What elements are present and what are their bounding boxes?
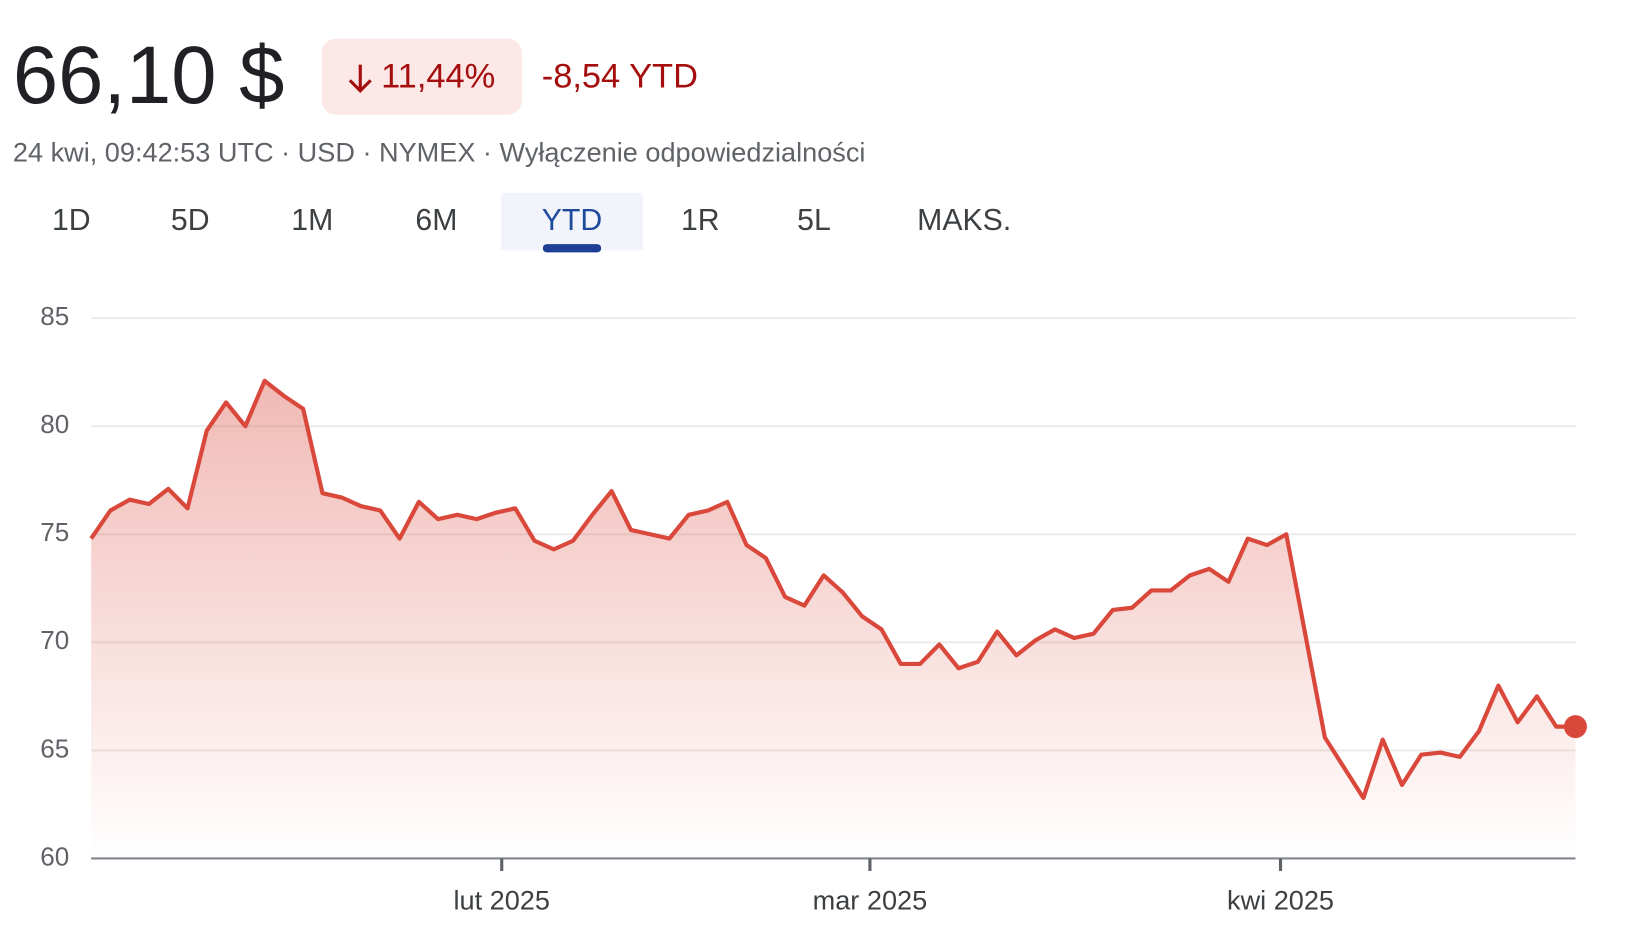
tabs: 1D 5D 1M 6M YTD 1R 5L MAKS. bbox=[52, 192, 1011, 253]
x-tick-label: kwi 2025 bbox=[1227, 884, 1334, 915]
last-point bbox=[1563, 715, 1587, 739]
tab-highlight bbox=[501, 192, 643, 251]
chart: 60 65 70 75 80 85 lut 2025 mar 2025 kwi 2025 bbox=[40, 301, 1587, 915]
x-tick-label: lut 2025 bbox=[453, 884, 549, 915]
y-tick-label: 80 bbox=[40, 409, 69, 439]
tab[interactable]: 1D bbox=[52, 204, 91, 237]
area-fill bbox=[91, 380, 1576, 859]
change-badge bbox=[321, 38, 522, 115]
tab[interactable]: YTD bbox=[542, 204, 602, 237]
down-arrow bbox=[348, 64, 372, 93]
price: 66,10 $ bbox=[13, 30, 284, 121]
y-tick-label: 85 bbox=[40, 301, 69, 331]
tab[interactable]: 5L bbox=[797, 204, 831, 237]
y-tick-label: 75 bbox=[40, 517, 69, 547]
y-tick-label: 60 bbox=[40, 841, 69, 871]
y-tick-label: 70 bbox=[40, 625, 69, 655]
tab[interactable]: MAKS. bbox=[917, 204, 1011, 237]
price-line bbox=[89, 378, 1576, 801]
x-tick-label: mar 2025 bbox=[813, 884, 928, 915]
tab-underline bbox=[542, 244, 602, 253]
meta-line: 24 kwi, 09:42:53 UTC · USD · NYMEX · Wył… bbox=[13, 137, 866, 168]
y-tick-label: 65 bbox=[40, 733, 69, 763]
ytd-change: -8,54 YTD bbox=[542, 57, 698, 95]
tab[interactable]: 1R bbox=[681, 204, 720, 237]
tab[interactable]: 1M bbox=[291, 204, 333, 237]
tab[interactable]: 5D bbox=[171, 204, 210, 237]
tab[interactable]: 6M bbox=[415, 204, 457, 237]
change-percent: 11,44% bbox=[381, 57, 495, 95]
